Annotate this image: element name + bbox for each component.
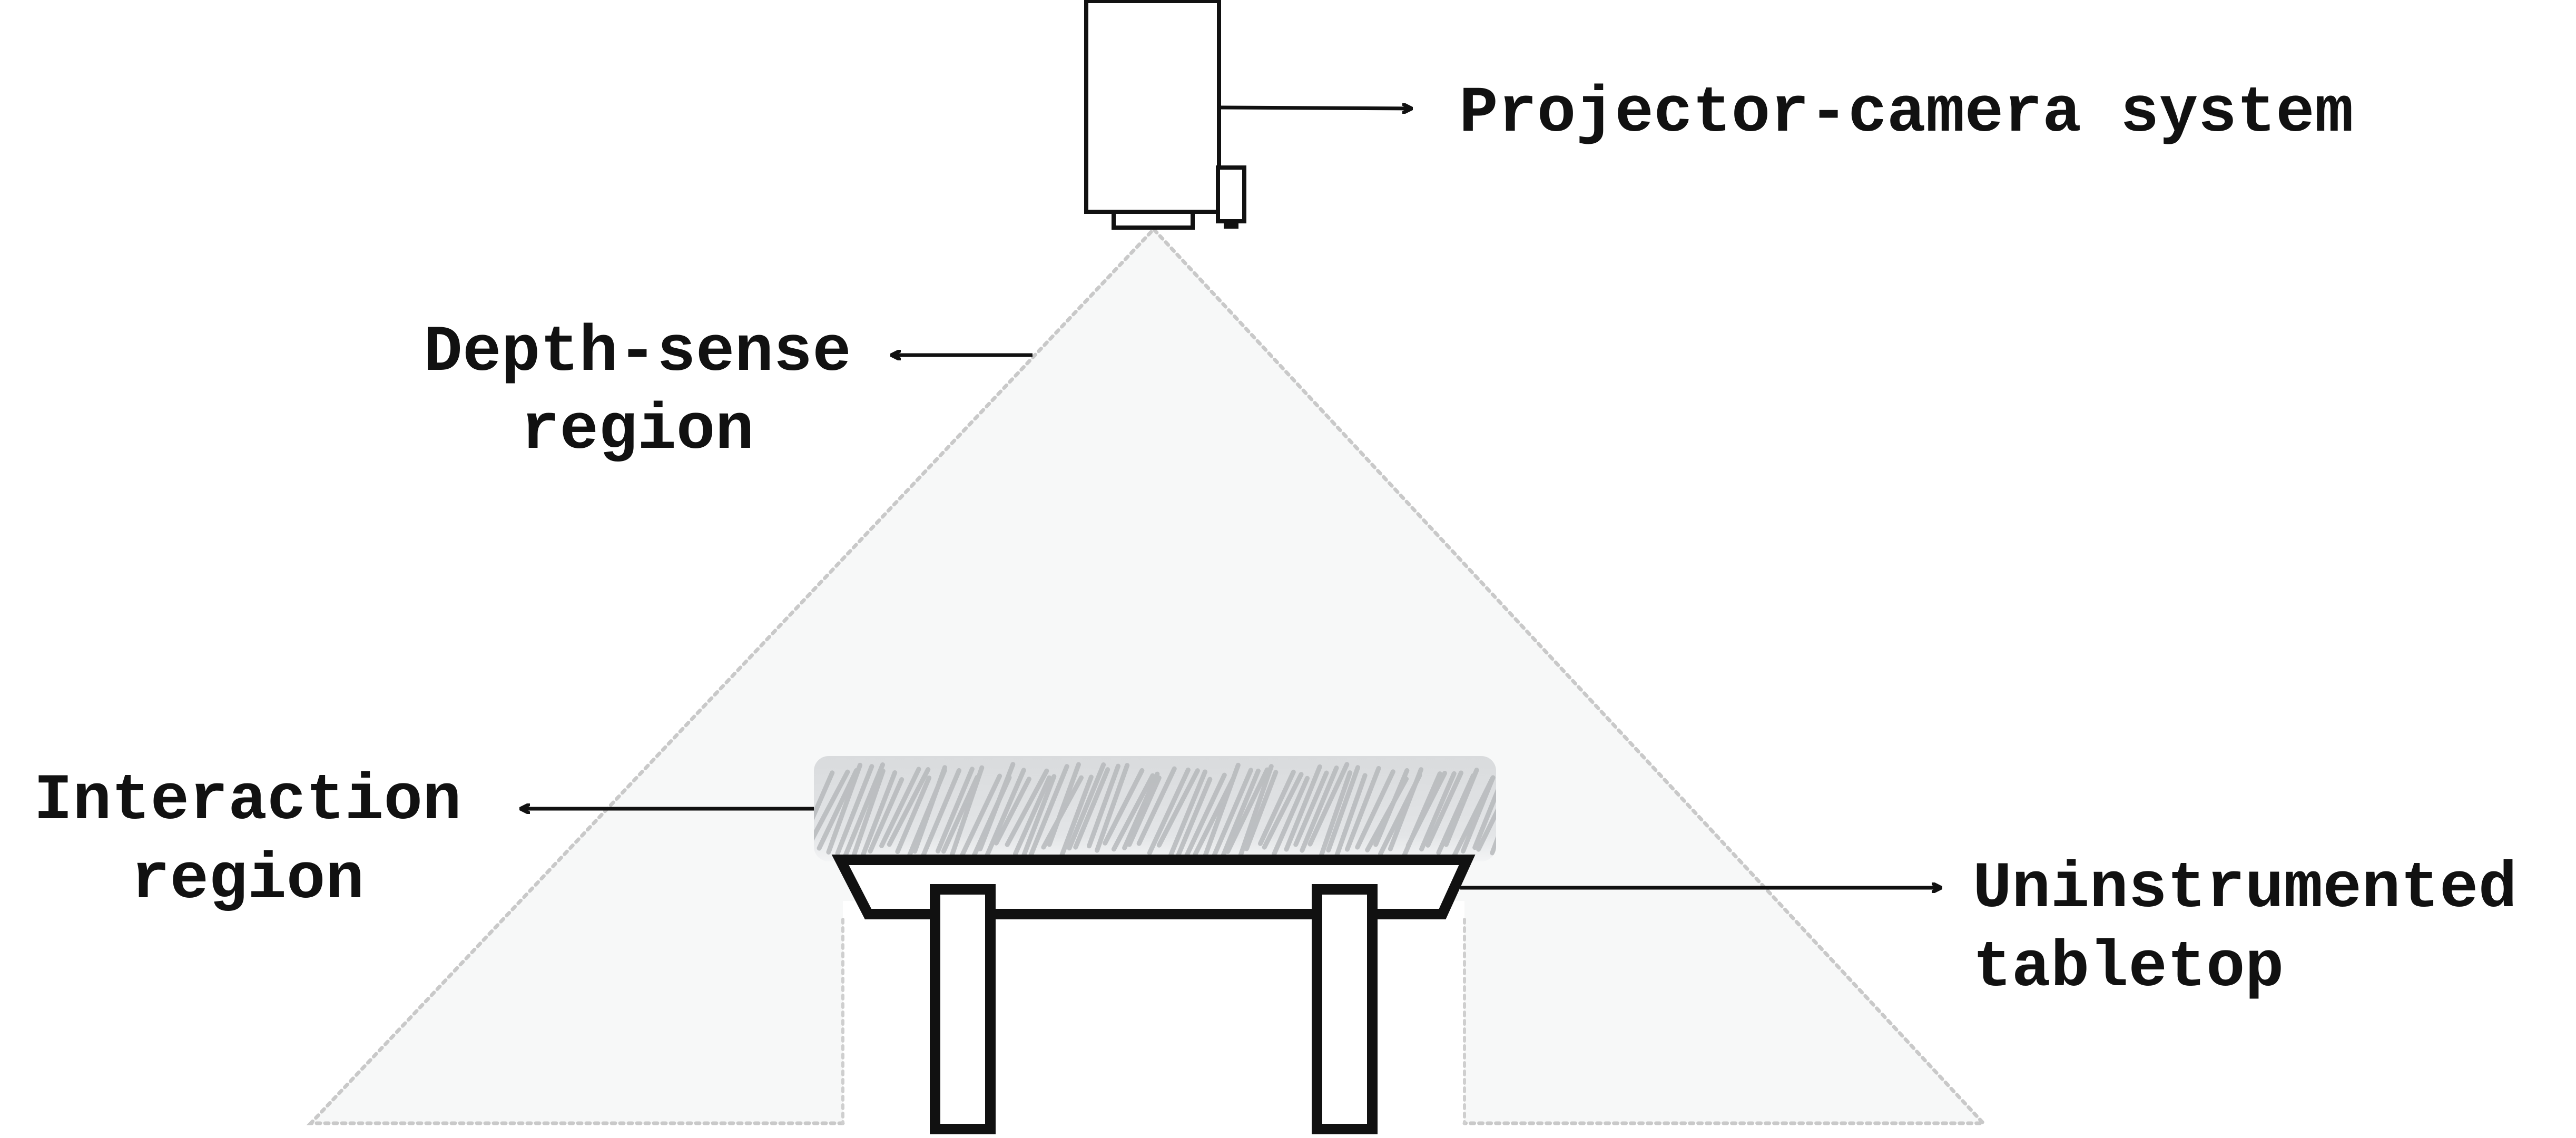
hatch-stroke (1094, 763, 1130, 853)
hatch-stroke (1020, 774, 1057, 861)
hatch-stroke (814, 770, 835, 848)
hatch-stroke (841, 762, 886, 861)
hatch-stroke (1388, 767, 1423, 851)
interaction-label-line2: region (131, 843, 365, 917)
table-leg-right (1312, 884, 1378, 1134)
projector-lens (1112, 210, 1195, 230)
hatch-stroke (1147, 767, 1191, 856)
hatch-stroke (994, 777, 1031, 846)
hatch-stroke (1293, 770, 1329, 847)
hatch-stroke (1166, 769, 1208, 861)
hatch-stroke (1086, 763, 1121, 849)
hatch-stroke (1333, 773, 1368, 861)
projector-arrow (1220, 107, 1412, 109)
hatch-stroke (1067, 762, 1106, 851)
hatch-stroke (849, 768, 886, 861)
hatch-stroke (868, 777, 904, 854)
hatch-stroke (1307, 762, 1350, 847)
projector-camera-label: Projector-camera system (1459, 77, 2354, 150)
hatch-stroke (1443, 768, 1479, 847)
hatch-stroke (1225, 767, 1270, 854)
hatch-stroke (1174, 777, 1213, 861)
camera-mount (1224, 220, 1238, 229)
hatch-stroke (1355, 769, 1395, 850)
hatch-stroke (1111, 773, 1155, 852)
tabletop-label-line2: tabletop (1973, 931, 2284, 1005)
hatch-stroke (1183, 772, 1227, 860)
hatch-stroke (1405, 771, 1447, 848)
hatch-stroke (1058, 774, 1094, 861)
tabletop-drawing (831, 855, 1476, 1134)
tabletop-label-line1: Uninstrumented (1973, 852, 2517, 926)
hatch-stroke (879, 767, 921, 848)
hatch-stroke (978, 762, 1016, 851)
interaction-region-band (814, 756, 1496, 861)
hatch-stroke (895, 776, 932, 854)
hatch-stroke (1272, 776, 1310, 857)
hatch-stroke (1136, 766, 1177, 846)
depth-sense-label-line1: Depth-sense (424, 316, 851, 389)
hatch-stroke (1122, 771, 1160, 850)
hatch-stroke (1073, 767, 1110, 850)
hatch-stroke (985, 768, 1026, 858)
hatch-stroke (814, 769, 850, 847)
hatch-stroke (887, 767, 931, 847)
hatch-stroke (1258, 769, 1296, 846)
hatch-stroke (941, 774, 980, 854)
hatch-stroke (1476, 767, 1496, 852)
hatch-stroke (1028, 764, 1069, 859)
hatch-stroke (1238, 764, 1274, 858)
depth-sense-label-line2: region (521, 394, 754, 467)
hatch-stroke (1317, 770, 1353, 861)
camera-sensor (1216, 165, 1246, 223)
hatch-stroke (958, 773, 1002, 861)
hatch-stroke (1005, 768, 1049, 847)
hatch-stroke (1460, 775, 1496, 854)
hatch-stroke (1012, 775, 1052, 857)
projector-camera-device (1084, 0, 1246, 230)
hatch-stroke (1103, 768, 1145, 846)
hatch-stroke (1419, 771, 1457, 852)
hatch-stroke (1219, 768, 1261, 861)
hatch-stroke (826, 762, 863, 855)
hatch-stroke (1300, 766, 1339, 853)
projector-body (1084, 0, 1221, 214)
interaction-label-line1: Interaction (34, 764, 461, 838)
hatch-stroke (1262, 772, 1304, 850)
hatch-stroke (912, 765, 947, 854)
hatch-stroke (860, 770, 898, 858)
table-top (831, 855, 1476, 919)
hatch-stroke (1284, 764, 1322, 852)
hatch-stroke (1201, 762, 1241, 861)
hatch-stroke (921, 768, 962, 858)
hatch-stroke (1211, 768, 1253, 859)
hatch-stroke (949, 765, 985, 859)
hatch-stroke (835, 764, 874, 856)
hatch-stroke (1344, 766, 1381, 852)
table-leg-left (930, 884, 996, 1134)
hatch-stroke (1127, 775, 1162, 847)
hatch-stroke (1472, 767, 1496, 850)
hatch-stroke (1047, 762, 1081, 847)
hatch-stroke (1425, 770, 1463, 848)
callout-arrows (520, 107, 1941, 888)
hatch-stroke (1156, 768, 1200, 848)
hatch-stroke (1244, 770, 1279, 851)
hatch-stroke (1326, 765, 1360, 853)
hatch-stroke (1373, 768, 1410, 847)
hatch-stroke (817, 768, 859, 851)
hatch-stroke (935, 767, 975, 854)
